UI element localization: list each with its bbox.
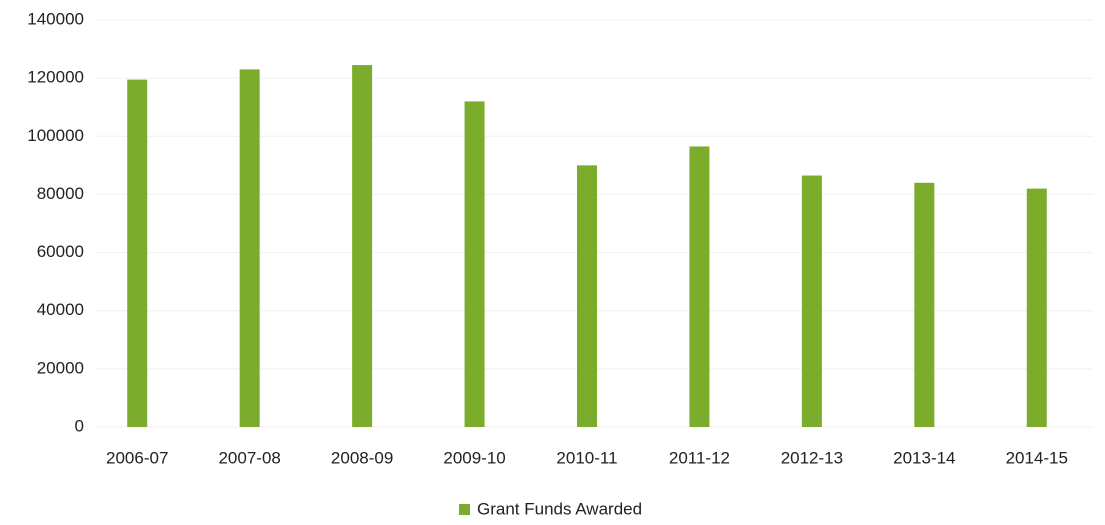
bar — [801, 175, 822, 427]
legend-label: Grant Funds Awarded — [477, 499, 642, 518]
bar — [127, 79, 148, 427]
x-tick-label: 2014-15 — [1006, 448, 1068, 467]
bar — [239, 69, 260, 428]
x-tick-label: 2011-12 — [669, 448, 730, 467]
x-tick-label: 2010-11 — [556, 448, 617, 467]
y-tick-label: 80000 — [37, 184, 84, 203]
y-tick-label: 40000 — [37, 300, 84, 319]
y-tick-label: 60000 — [37, 242, 84, 261]
bar — [352, 65, 373, 427]
x-tick-label: 2008-09 — [331, 448, 393, 467]
legend-swatch — [459, 504, 470, 515]
bar — [689, 146, 710, 428]
bar — [577, 165, 597, 427]
bar — [1026, 188, 1047, 427]
y-tick-label: 120000 — [27, 68, 84, 87]
y-tick-label: 20000 — [37, 358, 84, 377]
y-tick-label: 140000 — [27, 9, 84, 28]
bar — [464, 101, 485, 428]
bar — [914, 182, 935, 427]
x-tick-label: 2009-10 — [443, 448, 505, 467]
y-tick-label: 0 — [75, 416, 84, 435]
y-tick-label: 100000 — [27, 126, 84, 145]
x-tick-label: 2006-07 — [106, 448, 168, 467]
x-tick-label: 2007-08 — [218, 448, 280, 467]
x-tick-label: 2012-13 — [781, 448, 843, 467]
x-tick-label: 2013-14 — [893, 448, 955, 467]
